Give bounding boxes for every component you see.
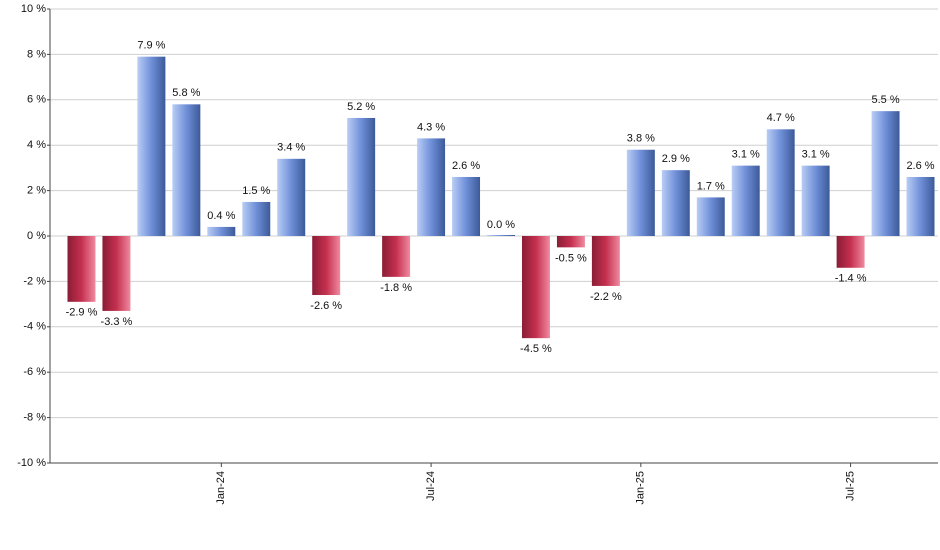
data-label: 3.1 %	[732, 149, 760, 161]
bar	[906, 176, 935, 236]
bar	[137, 56, 166, 236]
bar	[696, 197, 725, 236]
y-tick-label: 8 %	[27, 48, 46, 60]
bar	[172, 104, 201, 236]
data-label: 0.0 %	[487, 219, 515, 231]
bar	[556, 236, 585, 248]
data-label: -2.6 %	[310, 300, 342, 312]
y-tick-label: -8 %	[23, 412, 46, 424]
bar	[382, 236, 411, 277]
bar	[312, 236, 341, 296]
bar	[242, 201, 271, 236]
data-label: 1.5 %	[242, 185, 270, 197]
y-tick-label: 10 %	[21, 3, 46, 15]
data-label: 3.1 %	[802, 149, 830, 161]
y-tick-label: -6 %	[23, 366, 46, 378]
x-tick-label: Jul-24	[425, 471, 437, 501]
data-label: -0.5 %	[555, 252, 587, 264]
y-tick-label: 4 %	[27, 139, 46, 151]
data-label: 1.7 %	[697, 180, 725, 192]
data-label: -1.4 %	[835, 273, 867, 285]
y-tick-label: -4 %	[23, 321, 46, 333]
x-tick-label: Jul-25	[845, 471, 857, 501]
y-tick-label: 2 %	[27, 185, 46, 197]
data-label: -3.3 %	[101, 316, 133, 328]
x-tick-label: Jan-25	[635, 471, 647, 505]
bar	[207, 226, 236, 236]
data-label: 7.9 %	[137, 40, 165, 52]
data-label: 5.5 %	[871, 94, 899, 106]
bar	[102, 236, 131, 311]
bar	[417, 138, 446, 236]
y-tick-label: -10 %	[17, 457, 46, 469]
bar	[836, 236, 865, 268]
bar	[591, 236, 620, 286]
bar	[626, 149, 655, 236]
bar	[347, 117, 376, 236]
data-label: -2.2 %	[590, 291, 622, 303]
data-label: 2.6 %	[452, 160, 480, 172]
bar	[766, 129, 795, 236]
data-label: -1.8 %	[380, 282, 412, 294]
data-label: 2.9 %	[662, 153, 690, 165]
bar	[277, 158, 306, 236]
bar	[731, 165, 760, 236]
bar	[452, 176, 481, 236]
data-label: 2.6 %	[906, 160, 934, 172]
data-label: -4.5 %	[520, 343, 552, 355]
y-tick-label: -2 %	[23, 275, 46, 287]
bar	[801, 165, 830, 236]
data-label: 3.4 %	[277, 142, 305, 154]
bar	[521, 236, 550, 339]
data-label: 3.8 %	[627, 133, 655, 145]
data-label: -2.9 %	[66, 307, 98, 319]
y-tick-label: 6 %	[27, 94, 46, 106]
bar	[487, 235, 515, 236]
y-tick-label: 0 %	[27, 230, 46, 242]
bar	[871, 111, 900, 236]
data-label: 4.7 %	[767, 112, 795, 124]
x-tick-label: Jan-24	[215, 471, 227, 505]
data-label: 5.8 %	[172, 87, 200, 99]
bar	[661, 170, 690, 236]
bar	[67, 236, 96, 302]
data-label: 4.3 %	[417, 121, 445, 133]
data-label: 5.2 %	[347, 101, 375, 113]
data-label: 0.4 %	[207, 210, 235, 222]
